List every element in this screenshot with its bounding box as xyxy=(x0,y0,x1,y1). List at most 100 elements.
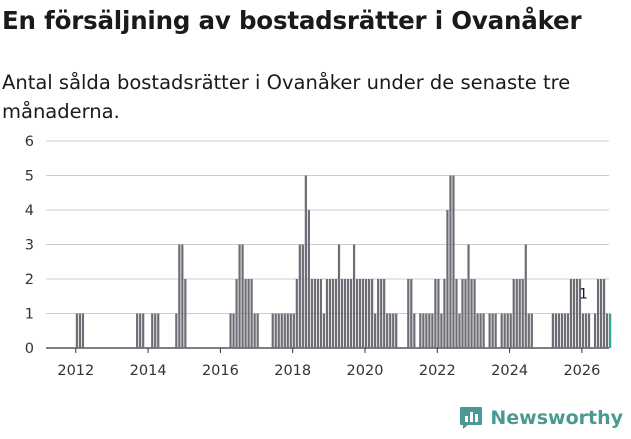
bar xyxy=(139,313,142,348)
x-tick-label: 2022 xyxy=(419,363,456,379)
bar xyxy=(184,279,187,348)
bar xyxy=(572,279,576,348)
bar xyxy=(581,313,585,348)
bar xyxy=(455,279,458,348)
bar xyxy=(560,313,564,348)
bar xyxy=(178,244,181,348)
bar xyxy=(280,313,283,348)
bar xyxy=(503,313,506,348)
x-tick-label: 2018 xyxy=(274,363,311,379)
bar xyxy=(554,313,557,348)
bar xyxy=(157,313,160,348)
bar xyxy=(425,313,428,348)
bar xyxy=(434,279,437,348)
bar xyxy=(407,279,410,348)
bar xyxy=(346,279,350,348)
bar xyxy=(506,313,509,348)
bar xyxy=(566,313,570,348)
bar xyxy=(343,279,347,348)
brand-logo: Newsworthy xyxy=(458,405,623,431)
bar xyxy=(304,175,307,348)
bar xyxy=(512,279,515,348)
y-tick-label: 2 xyxy=(25,272,34,288)
bar xyxy=(274,313,277,348)
bar xyxy=(75,313,79,348)
bar xyxy=(410,279,413,348)
x-tick-label: 2014 xyxy=(130,363,167,379)
bar xyxy=(365,279,368,348)
bar xyxy=(277,313,280,348)
newsworthy-logo-icon xyxy=(460,407,483,429)
bar xyxy=(361,279,365,348)
bar xyxy=(136,313,139,348)
bar xyxy=(575,279,579,348)
bar xyxy=(151,313,154,348)
bar xyxy=(380,279,383,348)
x-tick-label: 2016 xyxy=(202,363,239,379)
bar xyxy=(307,210,310,348)
y-tick-label: 5 xyxy=(25,169,34,185)
bar xyxy=(301,244,304,348)
bar xyxy=(292,313,295,348)
bar xyxy=(392,313,395,348)
bar-highlight xyxy=(609,313,612,348)
bar xyxy=(271,313,274,348)
bar xyxy=(371,279,374,348)
bar xyxy=(521,279,524,348)
bar xyxy=(175,313,178,348)
bar xyxy=(452,175,455,348)
bar xyxy=(606,313,609,348)
bar xyxy=(578,279,582,348)
bar xyxy=(518,279,521,348)
bar xyxy=(334,279,338,348)
bar xyxy=(413,313,416,348)
bar xyxy=(295,279,298,348)
bar xyxy=(524,244,527,348)
bar xyxy=(458,313,461,348)
bar xyxy=(593,313,597,348)
bar xyxy=(395,313,398,348)
bar xyxy=(389,313,392,348)
bar xyxy=(81,313,85,348)
bar xyxy=(557,313,561,348)
bar xyxy=(322,313,326,348)
bar xyxy=(383,279,386,348)
bar xyxy=(229,313,232,348)
bar xyxy=(599,279,603,348)
bar xyxy=(515,279,518,348)
bar xyxy=(488,313,491,348)
bar xyxy=(500,313,503,348)
bar xyxy=(256,313,259,348)
y-tick-label: 1 xyxy=(25,307,34,323)
bar xyxy=(443,279,446,348)
bar xyxy=(464,279,467,348)
bar xyxy=(482,313,485,348)
bar xyxy=(470,279,473,348)
bar xyxy=(78,313,82,348)
bar xyxy=(596,279,600,348)
y-tick-label: 3 xyxy=(25,238,34,254)
bar xyxy=(337,244,341,348)
bar xyxy=(154,313,157,348)
bar xyxy=(461,279,464,348)
bar xyxy=(431,313,434,348)
bar xyxy=(235,279,238,348)
bar xyxy=(446,210,449,348)
x-tick-label: 2012 xyxy=(57,363,94,379)
page-title: En försäljning av bostadsrätter i Ovanåk… xyxy=(2,6,582,35)
bar xyxy=(386,313,389,348)
y-tick-label: 6 xyxy=(25,134,34,150)
bar xyxy=(440,313,443,348)
brand-name: Newsworthy xyxy=(490,407,623,429)
bar xyxy=(241,244,244,348)
bar xyxy=(530,313,533,348)
bar xyxy=(181,244,184,348)
bar xyxy=(449,175,452,348)
bar xyxy=(584,313,588,348)
highlight-value-label: 1 xyxy=(579,287,588,303)
bar xyxy=(355,279,359,348)
bar xyxy=(316,279,320,348)
bar xyxy=(313,279,316,348)
bars xyxy=(75,175,612,348)
bar xyxy=(491,313,494,348)
